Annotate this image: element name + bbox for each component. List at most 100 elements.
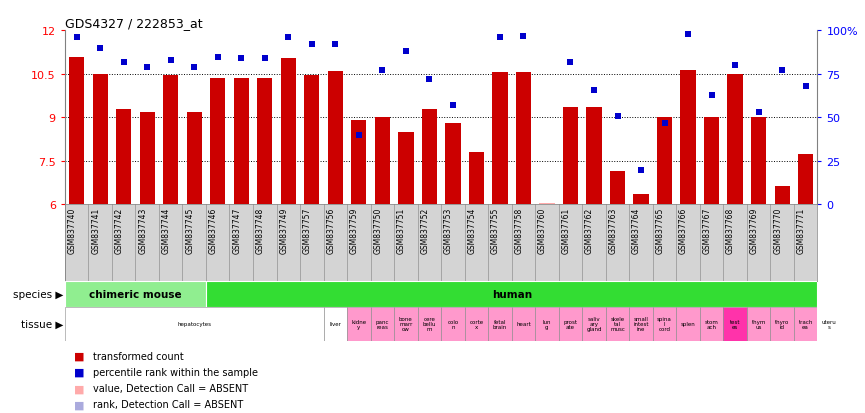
Text: uteru
s: uteru s (822, 319, 836, 329)
Bar (535, 307, 559, 341)
Text: hepatocytes: hepatocytes (177, 321, 211, 326)
Text: GSM837759: GSM837759 (349, 207, 359, 254)
Bar (398, 133, 413, 205)
Text: GSM837749: GSM837749 (279, 207, 288, 254)
Text: species ▶: species ▶ (13, 289, 63, 299)
Text: GSM837760: GSM837760 (538, 207, 547, 254)
Bar (65, 281, 206, 307)
Text: GSM837758: GSM837758 (515, 207, 523, 253)
Text: bone
marr
ow: bone marr ow (399, 316, 413, 331)
Bar (492, 73, 508, 205)
Bar (516, 73, 531, 205)
Text: GSM837748: GSM837748 (256, 207, 265, 253)
Text: GSM837768: GSM837768 (726, 207, 735, 253)
Text: GSM837769: GSM837769 (750, 207, 759, 254)
Text: GSM837765: GSM837765 (656, 207, 664, 254)
Bar (347, 307, 370, 341)
Bar (163, 76, 178, 205)
Text: chimeric mouse: chimeric mouse (89, 289, 182, 299)
Bar (351, 121, 367, 205)
Text: GSM837742: GSM837742 (115, 207, 124, 253)
Text: liver: liver (330, 321, 342, 326)
Text: trach
ea: trach ea (798, 319, 813, 329)
Bar (586, 108, 602, 205)
Bar (681, 70, 695, 205)
Bar (540, 204, 554, 205)
Bar (234, 79, 249, 205)
Bar (653, 307, 676, 341)
Text: GSM837752: GSM837752 (420, 207, 429, 253)
Bar (69, 57, 84, 205)
Text: tissue ▶: tissue ▶ (21, 319, 63, 329)
Text: colo
n: colo n (447, 319, 458, 329)
Text: transformed count: transformed count (93, 351, 183, 361)
Bar (206, 281, 817, 307)
Bar (441, 307, 465, 341)
Bar (116, 109, 131, 205)
Bar (512, 307, 535, 341)
Text: GSM837756: GSM837756 (326, 207, 336, 254)
Text: GSM837750: GSM837750 (374, 207, 382, 254)
Text: panc
reas: panc reas (375, 319, 389, 329)
Bar (746, 307, 771, 341)
Bar (370, 307, 394, 341)
Bar (187, 112, 202, 205)
Bar (257, 79, 272, 205)
Text: kidne
y: kidne y (351, 319, 367, 329)
Bar (324, 307, 347, 341)
Text: GSM837740: GSM837740 (67, 207, 77, 254)
Bar (704, 118, 719, 205)
Bar (794, 307, 817, 341)
Bar (798, 154, 813, 205)
Text: ■: ■ (74, 367, 84, 377)
Bar (774, 186, 790, 205)
Text: GSM837762: GSM837762 (585, 207, 594, 253)
Bar (563, 108, 578, 205)
Bar (304, 76, 319, 205)
Text: GSM837763: GSM837763 (609, 207, 618, 254)
Bar (676, 307, 700, 341)
Text: ■: ■ (74, 351, 84, 361)
Text: small
intest
ine: small intest ine (633, 316, 649, 331)
Bar (727, 75, 743, 205)
Text: skele
tal
musc: skele tal musc (610, 316, 625, 331)
Bar (394, 307, 418, 341)
Text: GSM837753: GSM837753 (444, 207, 453, 254)
Text: human: human (491, 289, 532, 299)
Text: heart: heart (516, 321, 531, 326)
Bar (606, 307, 630, 341)
Bar (418, 307, 441, 341)
Text: cere
bellu
m: cere bellu m (423, 316, 436, 331)
Bar (751, 118, 766, 205)
Bar (328, 72, 343, 205)
Text: splen: splen (681, 321, 695, 326)
Text: GSM837767: GSM837767 (702, 207, 712, 254)
Bar (93, 75, 108, 205)
Text: fetal
brain: fetal brain (493, 319, 507, 329)
Text: GSM837745: GSM837745 (185, 207, 195, 254)
Text: GSM837741: GSM837741 (91, 207, 100, 253)
Text: saliv
ary
gland: saliv ary gland (586, 316, 602, 331)
Bar (469, 153, 484, 205)
Bar (422, 109, 437, 205)
Text: GSM837744: GSM837744 (162, 207, 170, 254)
Text: GSM837764: GSM837764 (632, 207, 641, 254)
Bar (375, 118, 390, 205)
Bar (445, 124, 460, 205)
Text: lun
g: lun g (542, 319, 551, 329)
Bar (465, 307, 488, 341)
Text: GSM837757: GSM837757 (303, 207, 311, 254)
Bar (210, 79, 226, 205)
Bar (280, 59, 296, 205)
Text: GSM837746: GSM837746 (208, 207, 218, 254)
Text: GSM837771: GSM837771 (797, 207, 805, 253)
Bar (139, 112, 155, 205)
Text: GDS4327 / 222853_at: GDS4327 / 222853_at (65, 17, 202, 30)
Text: percentile rank within the sample: percentile rank within the sample (93, 367, 258, 377)
Text: GSM837755: GSM837755 (491, 207, 500, 254)
Text: stom
ach: stom ach (705, 319, 719, 329)
Text: GSM837743: GSM837743 (138, 207, 147, 254)
Bar (582, 307, 605, 341)
Text: corte
x: corte x (470, 319, 484, 329)
Bar (700, 307, 723, 341)
